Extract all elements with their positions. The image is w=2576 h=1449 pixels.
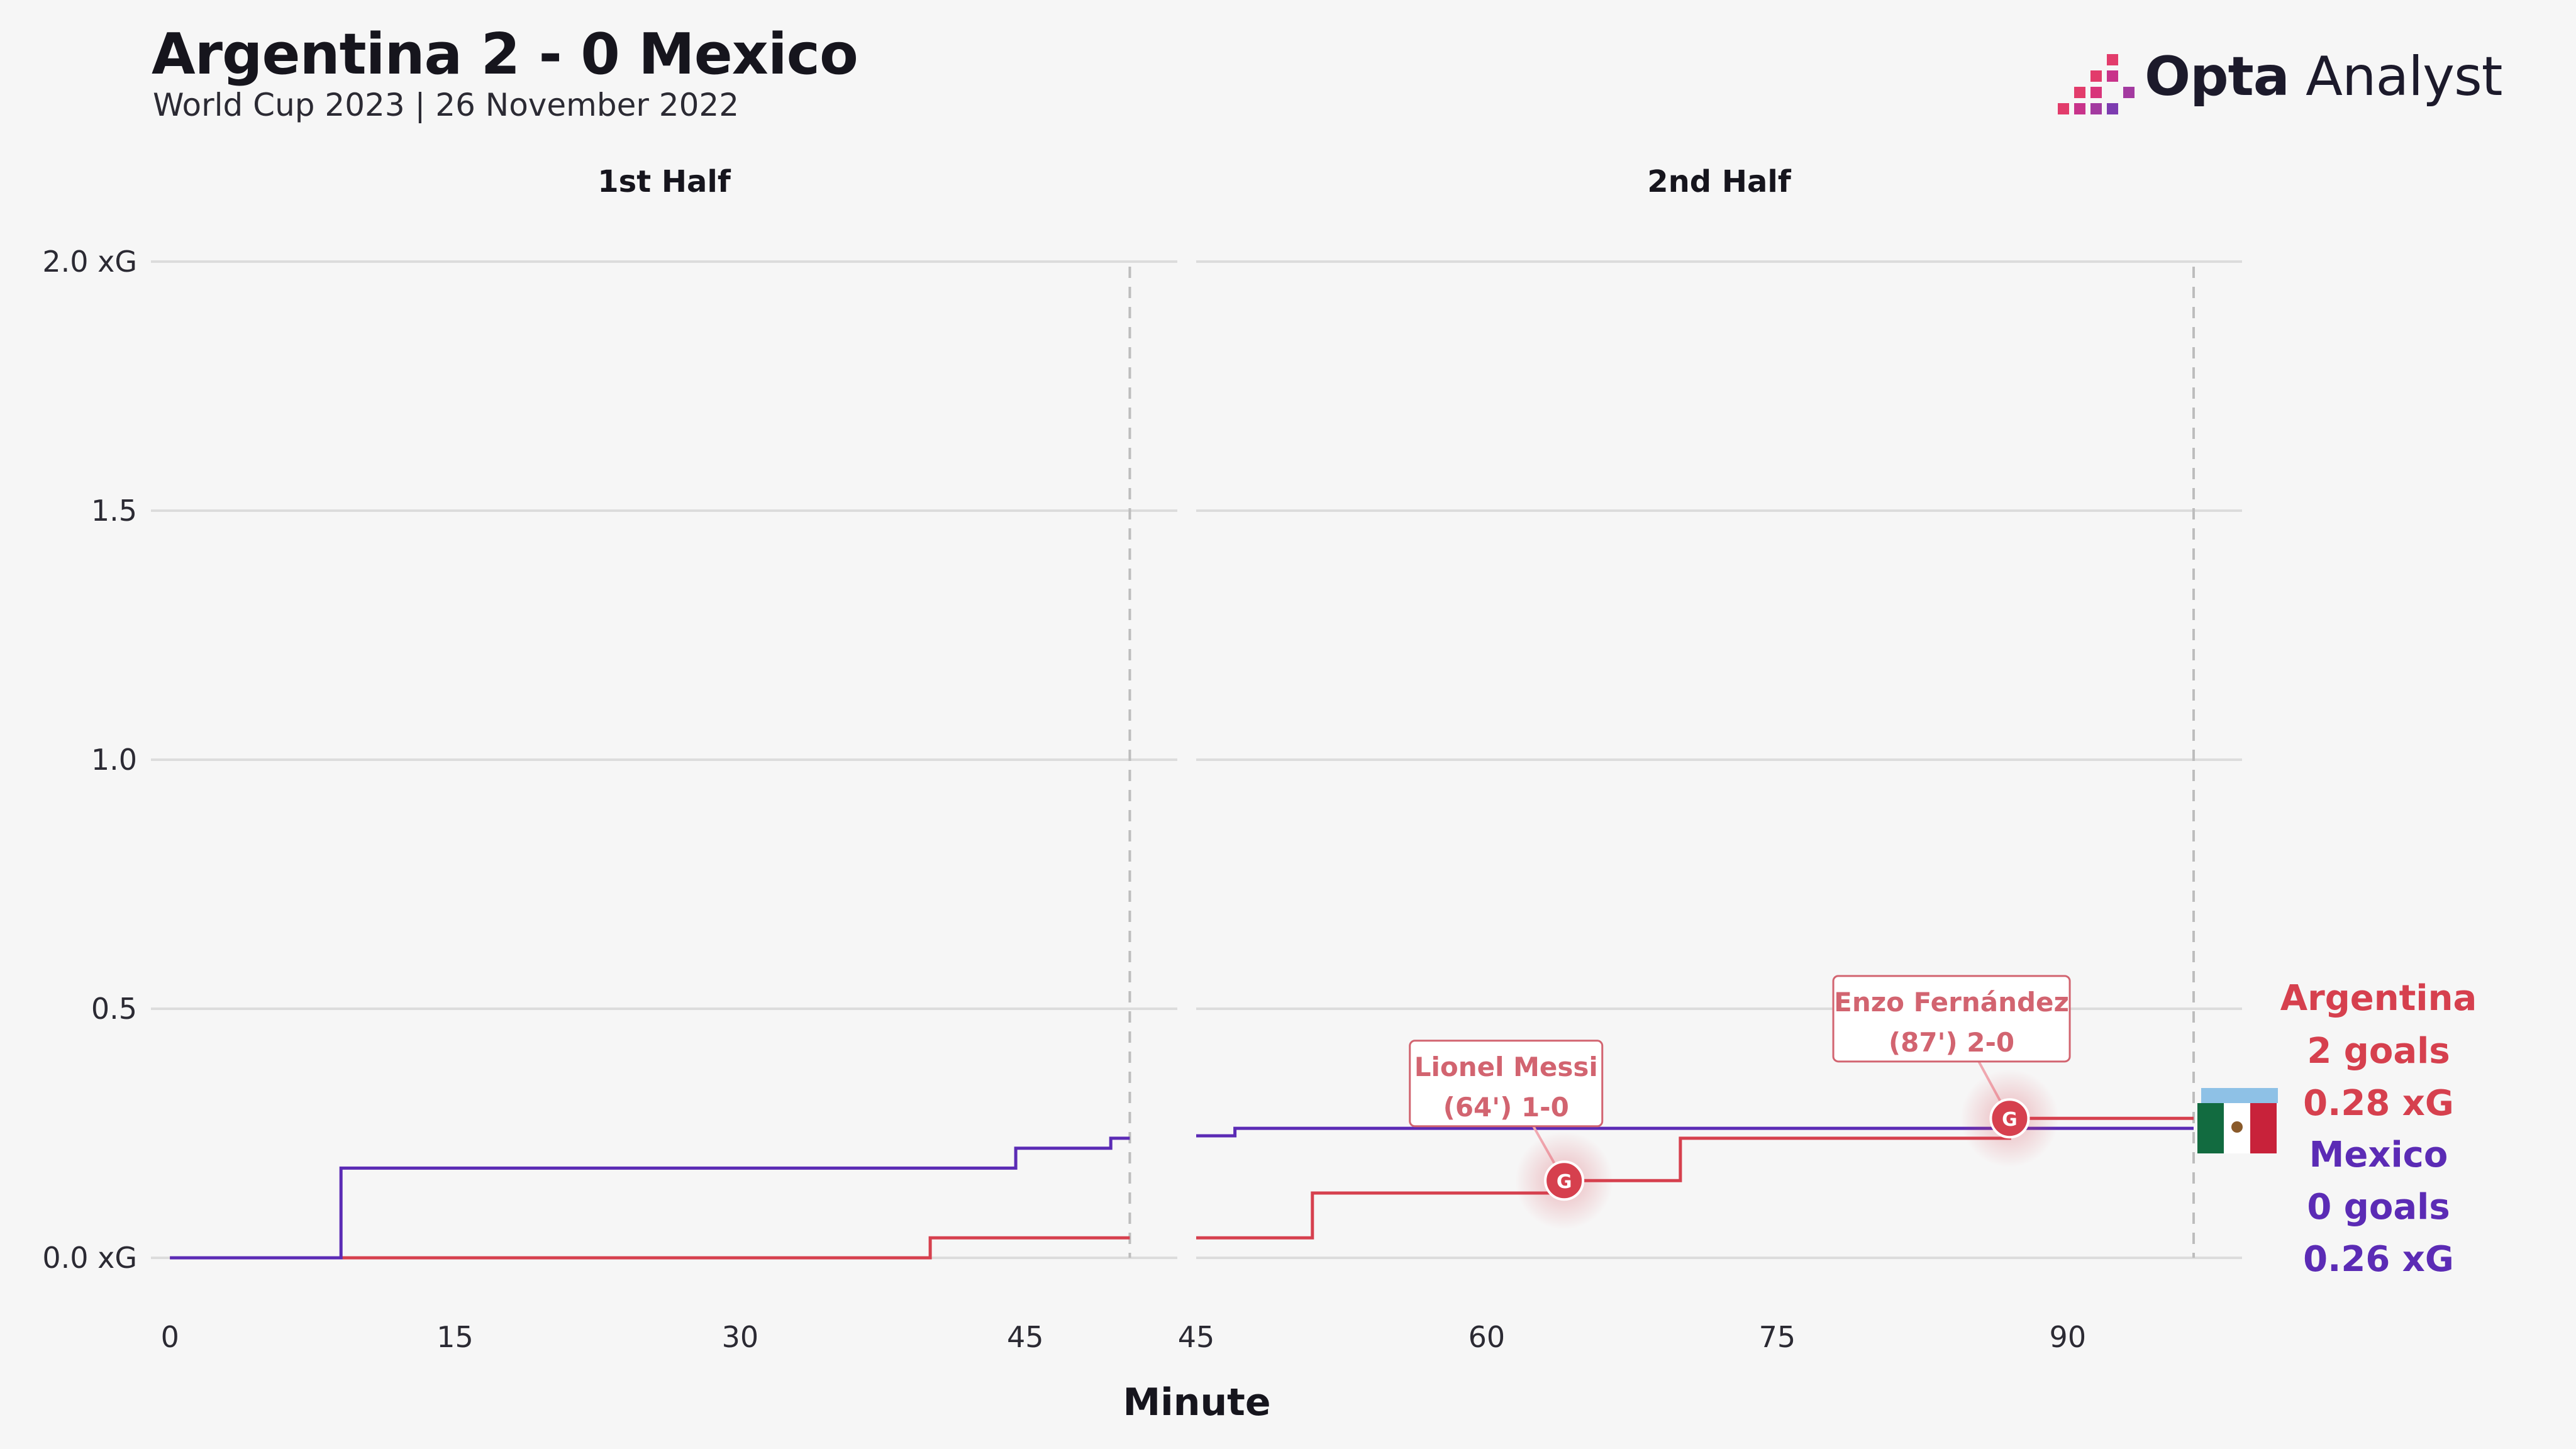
flag-stripe (2197, 1103, 2224, 1153)
goal-label-scorer: Lionel Messi (1414, 1052, 1598, 1082)
argentina-team-goals-label: 2 goals (2307, 1031, 2450, 1072)
chart-title: Argentina 2 - 0 Mexico (152, 21, 858, 87)
mexico-team-xg-label: 0.26 xG (2303, 1239, 2454, 1280)
goal-marker-letter: G (1557, 1171, 1572, 1193)
x-tick-label: 15 (436, 1320, 474, 1354)
goal-marker (1544, 1160, 1585, 1201)
goal-label-scorer: Enzo Fernández (1834, 987, 2069, 1018)
argentina-xg-line-half-1 (170, 1236, 1130, 1260)
y-tick-label: 2.0 xG (42, 245, 137, 279)
goal-label-score: (87') 2-0 (1889, 1027, 2014, 1058)
x-tick-label: 0 (161, 1320, 179, 1354)
mexico-team-name-label: Mexico (2309, 1135, 2448, 1175)
y-tick-label: 0.0 xG (42, 1241, 137, 1275)
y-tick-label: 1.0 (91, 743, 137, 777)
facet-label-1: 1st Half (597, 164, 731, 199)
goal-label-score: (64') 1-0 (1443, 1092, 1569, 1123)
opta-analyst-logo: Opta Analyst (2057, 40, 2503, 122)
x-tick-label: 90 (2050, 1320, 2087, 1354)
x-tick-label: 30 (722, 1320, 759, 1354)
x-tick-label: 45 (1178, 1320, 1215, 1354)
y-tick-label: 1.5 (91, 494, 137, 528)
mexico-xg-line-half-2 (1196, 1126, 2194, 1138)
mexico-xg-line-half-1 (170, 1136, 1130, 1260)
x-tick-label: 60 (1468, 1320, 1506, 1354)
x-tick-label: 45 (1007, 1320, 1044, 1354)
goal-marker-letter: G (2002, 1109, 2018, 1131)
goal-marker (1989, 1098, 2030, 1139)
argentina-team-name-label: Argentina (2280, 978, 2477, 1019)
y-tick-label: 0.5 (91, 992, 137, 1026)
mexico-team-goals-label: 0 goals (2307, 1187, 2450, 1228)
flag-emblem (2231, 1121, 2243, 1133)
x-axis-title: Minute (1123, 1380, 1270, 1424)
x-tick-label: 75 (1759, 1320, 1796, 1354)
mexico-flag-icon (2197, 1103, 2277, 1153)
flag-stripe (2250, 1103, 2277, 1153)
goal-label-box (1409, 1040, 1604, 1128)
facet-label-2: 2nd Half (1647, 164, 1792, 199)
logo-text: Opta Analyst (2145, 45, 2503, 108)
argentina-team-xg-label: 0.28 xG (2303, 1083, 2454, 1124)
chart-subtitle: World Cup 2023 | 26 November 2022 (153, 87, 740, 123)
opta-logo-icon (2058, 54, 2135, 114)
goal-label-box (1832, 975, 2071, 1063)
argentina-flag-icon (2201, 1088, 2278, 1103)
